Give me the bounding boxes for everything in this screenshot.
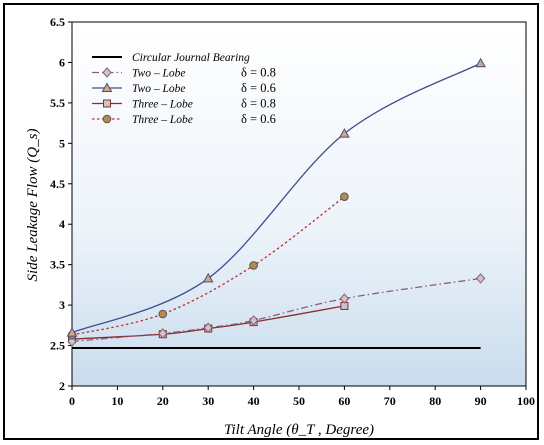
data-point-series-1 <box>339 293 350 304</box>
data-point-series-1 <box>248 315 259 326</box>
data-point-series-4 <box>158 309 168 319</box>
legend-label-3: Three – Lobe <box>132 99 193 111</box>
legend-label-4: Three – Lobe <box>132 114 193 126</box>
legend-marker-4 <box>102 114 112 124</box>
data-point-series-4 <box>340 192 349 202</box>
legend-delta-2: δ = 0.6 <box>241 81 276 95</box>
x-tick-label: 100 <box>517 394 535 408</box>
series-line-2 <box>71 62 481 334</box>
y-tick-label: 5.5 <box>50 96 65 110</box>
x-tick-label: 60 <box>338 394 350 408</box>
x-tick-label: 40 <box>248 394 260 408</box>
y-tick-label: 3.5 <box>50 258 65 272</box>
x-axis-label: Tilt Angle (θ_T , Degree) <box>224 422 374 438</box>
x-tick-label: 10 <box>111 394 123 408</box>
plot-area <box>71 21 527 387</box>
legend-marker-2 <box>101 82 113 92</box>
x-tick-label: 20 <box>157 394 169 408</box>
data-point-series-2 <box>475 57 486 68</box>
x-tick-label: 70 <box>384 394 396 408</box>
legend-delta-1: δ = 0.8 <box>241 66 276 80</box>
x-tick-label: 0 <box>69 394 75 408</box>
y-tick-label: 6 <box>59 55 65 69</box>
legend-marker-1 <box>102 67 112 78</box>
y-tick-label: 2.5 <box>50 339 65 353</box>
data-point-series-1 <box>158 328 168 339</box>
data-point-series-1 <box>67 336 77 347</box>
data-point-series-2 <box>66 327 78 337</box>
data-point-series-1 <box>475 273 486 284</box>
x-tick-label: 80 <box>429 394 441 408</box>
data-point-series-2 <box>202 272 214 283</box>
y-tick-label: 5 <box>59 136 65 150</box>
legend-label-1: Two – Lobe <box>132 68 185 80</box>
data-point-series-1 <box>203 322 213 334</box>
x-tick-label: 50 <box>293 394 305 408</box>
series-line-1 <box>71 277 481 343</box>
legend-marker-3 <box>103 99 111 108</box>
series-line-4 <box>71 196 345 336</box>
legend-label-0: Circular Journal Bearing <box>132 52 250 64</box>
data-point-series-2 <box>339 128 350 138</box>
y-tick-label: 3 <box>59 298 65 312</box>
y-axis-label: Side Leakage Flow (Q_s) <box>25 129 41 282</box>
y-tick-label: 4.5 <box>50 177 65 191</box>
y-tick-label: 4 <box>59 217 65 231</box>
x-tick-label: 90 <box>475 394 487 408</box>
legend-delta-3: δ = 0.8 <box>241 97 276 111</box>
y-tick-label: 6.5 <box>50 15 65 29</box>
data-point-series-4 <box>249 261 258 270</box>
legend-label-2: Two – Lobe <box>132 83 185 95</box>
y-tick-label: 2 <box>59 379 65 393</box>
legend-delta-4: δ = 0.6 <box>241 112 276 126</box>
x-tick-label: 30 <box>202 394 214 408</box>
